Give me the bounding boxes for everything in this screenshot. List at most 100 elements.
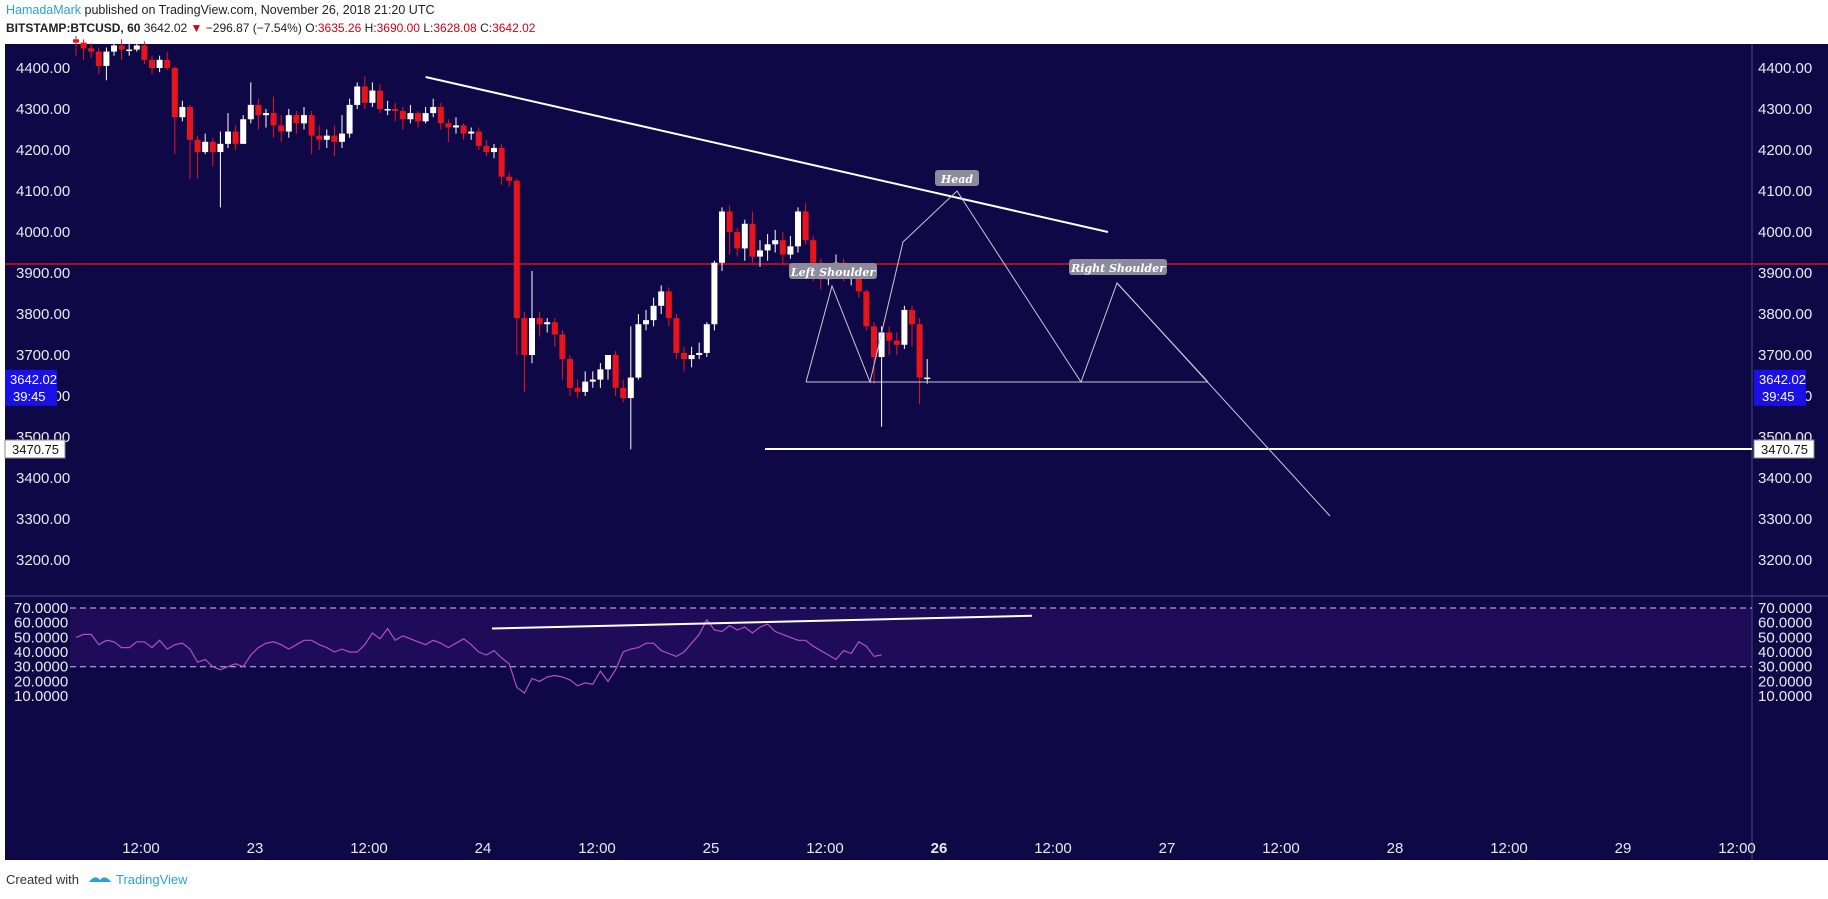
candle-body[interactable] [118, 45, 125, 50]
candle-body[interactable] [620, 387, 627, 399]
candle-body[interactable] [171, 68, 178, 118]
candle-body[interactable] [422, 113, 429, 122]
candle-body[interactable] [460, 125, 467, 134]
candle-body[interactable] [506, 176, 513, 181]
candle-body[interactable] [149, 59, 155, 68]
candle-body[interactable] [339, 133, 345, 142]
candle-body[interactable] [536, 318, 543, 325]
candle-body[interactable] [749, 223, 756, 257]
candle-body[interactable] [719, 211, 725, 263]
candle-body[interactable] [909, 309, 915, 325]
candle-body[interactable] [612, 355, 619, 388]
candle-body[interactable] [392, 109, 399, 112]
candle-body[interactable] [209, 141, 216, 153]
candle-body[interactable] [681, 352, 687, 360]
candle-body[interactable] [787, 246, 794, 255]
candle-body[interactable] [285, 115, 292, 132]
candle-body[interactable] [893, 340, 900, 345]
head-and-shoulders-pattern[interactable] [805, 190, 1209, 384]
candle-body[interactable] [924, 377, 931, 380]
candle-body[interactable] [635, 324, 642, 378]
candle-body[interactable] [871, 326, 877, 358]
price-pane[interactable] [5, 44, 1828, 596]
candle-body[interactable] [605, 355, 611, 370]
author-link[interactable]: HamadaMark [6, 3, 82, 17]
candle-body[interactable] [263, 113, 269, 116]
candle-body[interactable] [430, 106, 437, 114]
candle-body[interactable] [95, 51, 102, 66]
candle-body[interactable] [673, 318, 680, 353]
candle-body[interactable] [810, 240, 817, 263]
candle-body[interactable] [293, 115, 300, 124]
candle-body[interactable] [255, 104, 262, 116]
candle-body[interactable] [878, 332, 885, 358]
candle-body[interactable] [270, 113, 277, 126]
candle-body[interactable] [772, 240, 779, 245]
candle-body[interactable] [308, 115, 315, 136]
candle-body[interactable] [232, 131, 239, 144]
candle-body[interactable] [855, 277, 862, 292]
candle-body[interactable] [141, 45, 148, 60]
candle-body[interactable] [103, 51, 110, 66]
candle-body[interactable] [491, 147, 497, 153]
candle-body[interactable] [346, 104, 353, 134]
candle-body[interactable] [559, 334, 566, 360]
candle-body[interactable] [323, 135, 330, 140]
pattern-label-box[interactable] [935, 170, 979, 186]
candle-body[interactable] [779, 240, 786, 255]
candle-body[interactable] [483, 145, 490, 153]
candle-body[interactable] [301, 115, 307, 124]
candle-body[interactable] [415, 113, 421, 122]
candle-body[interactable] [544, 322, 551, 325]
candle-body[interactable] [316, 135, 323, 140]
candle-body[interactable] [582, 381, 589, 392]
candle-body[interactable] [399, 111, 406, 120]
candle-body[interactable] [445, 123, 452, 128]
candle-body[interactable] [529, 318, 535, 355]
candle-body[interactable] [475, 131, 482, 146]
candle-body[interactable] [217, 143, 224, 153]
candle-body[interactable] [437, 106, 444, 124]
candle-body[interactable] [88, 48, 95, 52]
candle-body[interactable] [194, 139, 201, 153]
candle-body[interactable] [369, 90, 376, 103]
candle-body[interactable] [863, 291, 870, 327]
tradingview-link[interactable]: TradingView [116, 872, 188, 887]
candle-body[interactable] [643, 320, 649, 325]
candle-body[interactable] [179, 106, 186, 118]
candle-body[interactable] [567, 359, 573, 388]
candle-body[interactable] [225, 131, 231, 144]
candle-body[interactable] [574, 387, 581, 392]
candle-body[interactable] [247, 104, 254, 120]
candle-body[interactable] [187, 106, 193, 140]
candle-body[interactable] [703, 324, 710, 353]
candle-body[interactable] [354, 86, 361, 105]
candle-body[interactable] [665, 291, 672, 319]
pattern-label-box[interactable] [789, 263, 877, 279]
trendline-descending[interactable] [425, 76, 1109, 233]
candle-body[interactable] [795, 211, 801, 247]
candle-body[interactable] [802, 211, 809, 241]
rsi-series-line[interactable] [75, 618, 882, 695]
candle-body[interactable] [551, 322, 558, 335]
candle-body[interactable] [589, 379, 596, 382]
candle-body[interactable] [111, 45, 117, 52]
candle-body[interactable] [711, 262, 718, 325]
candle-body[interactable] [901, 309, 908, 345]
candle-body[interactable] [696, 352, 703, 355]
candle-body[interactable] [453, 125, 459, 128]
candle-body[interactable] [734, 232, 741, 249]
pattern-label-box[interactable] [1069, 259, 1167, 275]
candle-body[interactable] [80, 42, 87, 49]
candle-body[interactable] [916, 324, 923, 378]
candle-body[interactable] [407, 113, 414, 120]
candle-body[interactable] [240, 119, 247, 144]
candle-body[interactable] [513, 180, 520, 319]
candle-body[interactable] [658, 291, 665, 306]
projection-line[interactable] [1116, 282, 1331, 517]
candle-body[interactable] [886, 332, 893, 341]
candle-body[interactable] [521, 318, 528, 355]
candle-body[interactable] [468, 131, 475, 134]
candle-body[interactable] [597, 369, 604, 380]
